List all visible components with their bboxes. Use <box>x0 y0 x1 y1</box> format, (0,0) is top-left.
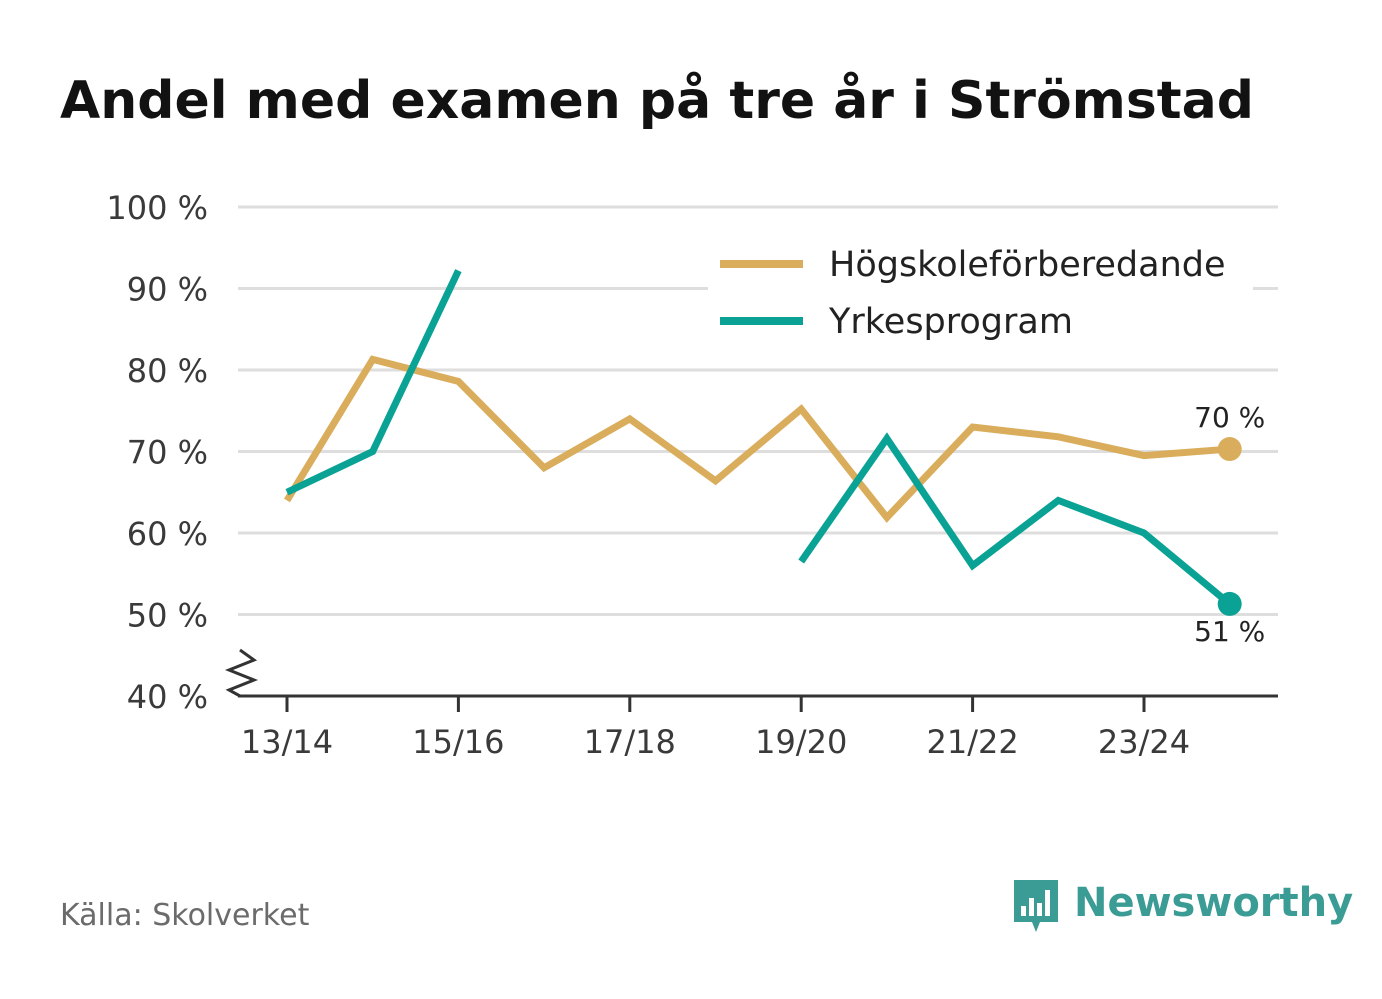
series-lines <box>284 269 1242 616</box>
legend-label-2: Yrkesprogram <box>828 302 1073 342</box>
y-tick-label-100: 100 % <box>106 189 208 227</box>
series-1-end-point <box>1217 437 1242 462</box>
brand[interactable]: Newsworthy <box>1010 876 1353 942</box>
end-labels: 70 % 51 % <box>1194 401 1265 648</box>
y-tick-label-50: 50 % <box>127 597 208 635</box>
axes: 40 % 50 % 60 % 70 % 80 % 90 % 100 % 13/14 15/16 1… <box>106 189 1278 761</box>
x-tick-label-21/22: 21/22 <box>926 723 1018 761</box>
series-2-end-label: 51 % <box>1194 615 1265 648</box>
y-tick-label-70: 70 % <box>127 434 208 472</box>
y-axis-break-icon <box>224 648 259 698</box>
source-note: Källa: Skolverket <box>60 898 310 933</box>
legend-label-1: Högskoleförberedande <box>829 245 1226 285</box>
y-tick-label-40: 40 % <box>127 678 208 716</box>
chart-title: Andel med examen på tre år i Strömstad <box>60 71 1254 131</box>
series-2-line-segment-1 <box>285 269 462 496</box>
brand-name: Newsworthy <box>1074 880 1354 926</box>
line-chart: 40 % 50 % 60 % 70 % 80 % 90 % 100 % 13/14 15/16 1… <box>106 189 1278 761</box>
series-1-end-label: 70 % <box>1194 401 1265 434</box>
y-tick-label-90: 90 % <box>127 271 208 309</box>
legend-background <box>708 232 1253 348</box>
x-tick-label-17/18: 17/18 <box>584 723 676 761</box>
x-tick-label-13/14: 13/14 <box>241 723 333 761</box>
x-tick-label-23/24: 23/24 <box>1098 723 1190 761</box>
newsworthy-logo-icon <box>1014 880 1058 932</box>
y-tick-label-80: 80 % <box>127 352 208 390</box>
legend: Högskoleförberedande Yrkesprogram <box>708 232 1253 348</box>
y-tick-label-60: 60 % <box>127 515 208 553</box>
series-1-line-segment-1 <box>284 355 1230 523</box>
x-tick-label-15/16: 15/16 <box>412 723 504 761</box>
series-2-line-segment-2 <box>798 432 1232 607</box>
x-tick-label-19/20: 19/20 <box>755 723 847 761</box>
series-2-end-point <box>1217 591 1242 616</box>
